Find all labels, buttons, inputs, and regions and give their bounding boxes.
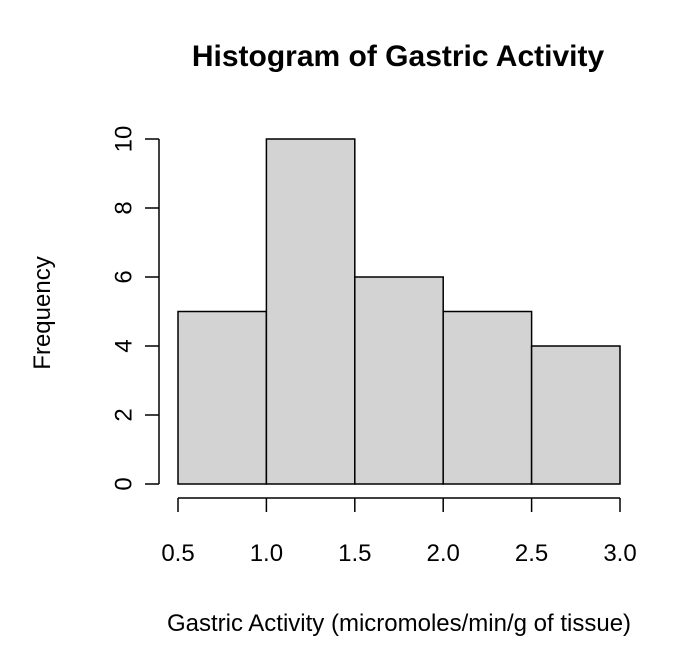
chart-title: Histogram of Gastric Activity	[192, 40, 605, 73]
x-tick-label: 1.5	[338, 540, 371, 567]
y-axis: 0 2 4 6 8 10	[110, 126, 160, 491]
y-tick-label: 2	[110, 408, 137, 421]
histogram-bar	[177, 310, 268, 485]
y-axis-title: Frequency	[29, 256, 56, 369]
x-axis-title: Gastric Activity (micromoles/min/g of ti…	[167, 610, 631, 637]
x-tick-label: 3.0	[603, 540, 636, 567]
y-tick-label: 6	[110, 270, 137, 283]
y-tick-label: 4	[110, 339, 137, 352]
x-tick-label: 2.0	[427, 540, 460, 567]
histogram-bar	[530, 345, 621, 485]
y-tick-label: 8	[110, 201, 137, 214]
x-tick-label: 2.5	[515, 540, 548, 567]
histogram-bar	[354, 276, 444, 485]
y-tick-label: 0	[110, 477, 137, 490]
x-tick-label: 0.5	[161, 540, 194, 567]
histogram-bar	[265, 138, 356, 485]
y-tick-label: 10	[110, 126, 137, 153]
x-axis: 0.5 1.0 1.5 2.0 2.5 3.0	[161, 497, 637, 567]
histogram-bar	[442, 310, 533, 485]
histogram-bars	[177, 138, 621, 485]
x-tick-label: 1.0	[250, 540, 283, 567]
